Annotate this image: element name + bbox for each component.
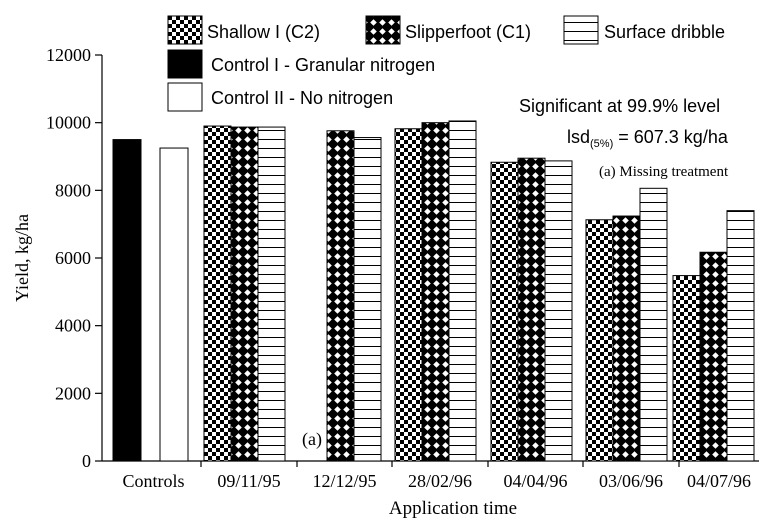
legend-swatch-control-1 xyxy=(167,49,203,79)
bar-checker xyxy=(203,125,232,462)
legend: Shallow I (C2) Slipperfoot (C1) Surface … xyxy=(167,15,725,112)
y-tick-label: 4000 xyxy=(55,316,91,336)
x-tick-label: 03/06/96 xyxy=(599,471,663,491)
bar-diamond xyxy=(517,157,546,462)
y-tick-label: 12000 xyxy=(46,45,91,65)
bar-diamond xyxy=(421,122,450,462)
missing-treatment-note: (a) Missing treatment xyxy=(599,164,729,180)
bar-control-2 xyxy=(159,147,189,462)
x-tick-label: 28/02/96 xyxy=(408,471,472,491)
bars xyxy=(112,120,755,462)
bar-diamond xyxy=(612,215,641,462)
x-tick-label: 09/11/95 xyxy=(217,471,280,491)
bar-hstripe xyxy=(726,210,755,462)
bar-control-1 xyxy=(112,139,142,462)
x-ticks: Controls 09/11/95 12/12/95 28/02/96 04/04/96… xyxy=(122,461,751,491)
legend-swatch-surface xyxy=(563,15,599,45)
y-tick-label: 0 xyxy=(82,451,91,471)
x-tick-label: 12/12/95 xyxy=(312,471,376,491)
bar-checker xyxy=(672,275,701,462)
missing-marker: (a) xyxy=(302,429,322,450)
y-tick-label: 8000 xyxy=(55,180,91,200)
bar-checker xyxy=(490,161,519,462)
y-tick-label: 2000 xyxy=(55,383,91,403)
bar-checker xyxy=(585,219,614,462)
x-tick-label: 04/04/96 xyxy=(503,471,567,491)
y-tick-label: 10000 xyxy=(46,113,91,133)
y-axis-label: Yield, kg/ha xyxy=(12,214,32,302)
lsd-subscript: (5%) xyxy=(590,138,613,150)
bar-hstripe xyxy=(448,120,477,462)
bar-hstripe xyxy=(353,137,382,462)
legend-label-slipperfoot: Slipperfoot (C1) xyxy=(405,22,531,42)
x-tick-label: Controls xyxy=(122,471,184,491)
legend-label-shallow: Shallow I (C2) xyxy=(207,22,320,42)
significance-note: Significant at 99.9% level xyxy=(519,96,720,116)
legend-swatch-control-2 xyxy=(167,82,203,112)
x-axis-label: Application time xyxy=(389,498,517,519)
bar-diamond xyxy=(699,251,728,462)
bar-hstripe xyxy=(544,160,573,462)
bar-diamond xyxy=(230,126,259,462)
bar-checker xyxy=(394,128,423,462)
y-tick-label: 6000 xyxy=(55,248,91,268)
legend-label-surface: Surface dribble xyxy=(604,22,725,42)
legend-swatch-slipperfoot xyxy=(365,15,401,45)
legend-label-control-2: Control II - No nitrogen xyxy=(211,88,393,108)
bar-diamond xyxy=(326,130,355,462)
x-tick-label: 04/07/96 xyxy=(687,471,751,491)
lsd-note: lsd(5%) = 607.3 kg/ha xyxy=(567,127,729,150)
legend-label-control-1: Control I - Granular nitrogen xyxy=(211,55,435,75)
lsd-value: = 607.3 kg/ha xyxy=(613,127,729,147)
bar-hstripe xyxy=(639,187,668,462)
bar-hstripe xyxy=(257,126,286,462)
legend-swatch-shallow xyxy=(167,15,203,45)
lsd-prefix: lsd xyxy=(567,127,590,147)
y-ticks: 0 2000 4000 6000 8000 10000 12000 xyxy=(46,45,102,471)
